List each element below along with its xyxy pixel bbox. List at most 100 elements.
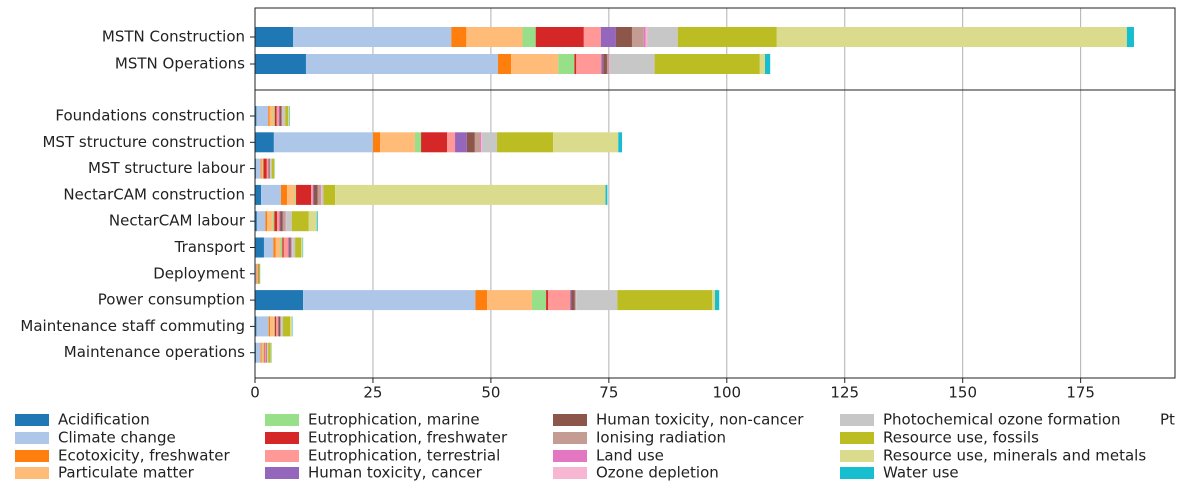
bar-segment [474,132,481,153]
legend-swatch [265,432,299,444]
legend-label: Particulate matter [58,464,195,482]
bar-segment [288,237,290,258]
bar-segment [256,211,266,232]
y-tick-label: MSTN Construction [102,28,245,46]
bar-segment [268,106,270,126]
bar-segment [480,132,482,153]
y-tick-label: Foundations construction [55,107,245,125]
bar-segment [293,27,452,47]
bar-segment [260,342,262,363]
bar-segment [263,158,267,179]
bar-segment [263,237,274,258]
bar-segment [574,54,577,74]
bar-segment [282,106,286,126]
bar-segment [288,106,290,126]
bar-segment [279,106,281,126]
y-tick-label: NectarCAM labour [109,212,246,230]
legend-label: Photochemical ozone formation [883,411,1121,429]
bar-segment [447,132,456,153]
bar-segment [576,54,602,74]
x-tick-label: 50 [481,384,500,402]
bar-segment [421,132,448,153]
legend-swatch [553,467,587,479]
bar-segment [260,158,262,179]
bar-segment [256,263,257,284]
bar-segment [643,27,646,47]
legend-label: Eutrophication, terrestrial [308,447,500,465]
legend-swatch [840,432,874,444]
bar-segment [282,211,286,232]
bar-segment [606,54,609,74]
y-tick-label: Maintenance staff commuting [20,317,245,335]
legend-swatch [265,467,299,479]
bar-segment [583,27,601,47]
bar-segment [618,132,623,153]
bar-segment [645,27,648,47]
bar-segment [487,290,532,311]
x-tick-label: 25 [363,384,382,402]
bar-segment [289,237,291,258]
bar-segment [712,290,715,311]
legend-label: Ionising radiation [596,429,726,447]
legend-swatch [15,450,49,462]
y-tick-label: Maintenance operations [64,343,245,361]
bar-segment [480,132,481,153]
bar-segment [605,184,608,205]
legend-swatch [15,414,49,426]
bar-segment [258,263,261,284]
plot-frame [254,89,1176,379]
bar-segment [451,27,467,47]
bar-segment [475,290,488,311]
bar-segment [335,184,606,205]
bar-segment [759,54,766,74]
bar-segment [285,106,289,126]
bar-segment [261,342,264,363]
bar-segment [574,290,576,311]
y-tick-label: MST structure construction [42,133,245,151]
legend-swatch [840,467,874,479]
bar-segment [281,316,284,337]
y-tick-label: Transport [174,238,246,256]
bar-segment [267,211,273,232]
legend-label: Climate change [58,429,176,447]
bar-segment [535,27,584,47]
bar-segment [255,237,264,258]
bar-segment [268,158,270,179]
legend-label: Human toxicity, non-cancer [596,411,804,429]
bar-segment [321,184,324,205]
bar-segment [255,27,294,47]
bar-segment [274,316,277,337]
bar-segment [558,54,575,74]
bar-segment [280,211,283,232]
bar-segment [266,158,269,179]
bar-segment [283,316,291,337]
bar-segment [291,211,309,232]
x-tick-label: 75 [599,384,618,402]
bar-segment [277,211,280,232]
bar-segment [654,54,760,74]
bar-segment [380,132,415,153]
bar-segment [283,237,289,258]
bar-segment [455,132,467,153]
legend-label: Resource use, fossils [883,429,1039,447]
bar-segment [271,158,275,179]
bar-segment [546,290,548,311]
bar-segment [279,211,281,232]
bar-segment [270,342,272,363]
bar-segment [270,316,274,337]
legend-label: Eutrophication, marine [308,411,480,429]
legend-label: Acidification [58,411,150,429]
legend-swatch [265,450,299,462]
bar-segment [466,27,523,47]
bar-segment [570,290,572,311]
bar-segment [303,290,476,311]
bar-segment [631,27,644,47]
bar-segment [553,132,619,153]
bar-segment [268,342,271,363]
legend-label: Ozone depletion [596,464,719,482]
bar-segment [273,316,275,337]
bar-segment [255,211,257,232]
bar-segment [273,132,373,153]
bar-segment [1126,27,1134,47]
bar-segment [311,184,314,205]
